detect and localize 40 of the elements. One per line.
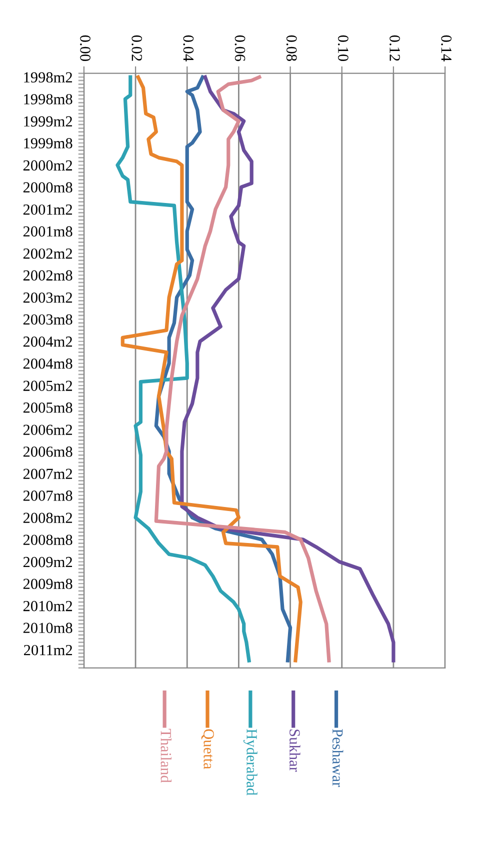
y-tick-label: 2010m2	[23, 600, 72, 612]
text: Peshawar	[332, 729, 344, 787]
x-tick-label: 0.00	[80, 35, 90, 61]
y-tick-label: 2005m8	[23, 402, 72, 413]
x-tick-label: 0.10	[338, 35, 348, 61]
y-tick-label: 2005m2	[23, 380, 72, 391]
y-tick-label: 2003m8	[23, 314, 72, 325]
y-tick-label: 2001m8	[23, 226, 72, 237]
y-tick-label: 2004m8	[23, 358, 72, 369]
y-tick-label: 2008m2	[23, 512, 72, 524]
text: Hyderabad	[243, 729, 258, 796]
y-tick-label: 2004m2	[23, 336, 72, 347]
y-tick-label: 2002m8	[23, 270, 72, 281]
x-tick-label: 0.08	[286, 35, 297, 61]
x-tick-label: 0.06	[234, 35, 246, 62]
y-tick-label: 2002m2	[23, 248, 72, 259]
y-tick-label: 2000m8	[23, 182, 72, 193]
y-tick-label: 2009m2	[23, 556, 72, 568]
y-tick-label: 2010m8	[23, 622, 72, 634]
y-tick-label: 2001m2	[23, 204, 72, 215]
y-tick-label: 2009m8	[23, 578, 72, 590]
x-tick-label: 0.02	[132, 35, 142, 61]
y-tick-label: 2007m2	[23, 468, 72, 480]
y-tick-label: 2006m2	[23, 424, 72, 436]
x-tick-label: 0.04	[183, 35, 194, 62]
text: Quetta	[201, 729, 214, 770]
y-tick-label: 2000m2	[23, 160, 72, 171]
x-tick-label: 0.12	[390, 35, 400, 61]
y-tick-label: 2003m2	[23, 292, 72, 303]
y-tick-label: 1999m8	[24, 138, 72, 148]
y-tick-label: 2006m8	[23, 446, 72, 457]
y-tick-label: 2007m8	[23, 490, 72, 501]
text: Sukhar	[290, 730, 300, 772]
y-tick-label: 1998m2	[24, 72, 72, 83]
x-tick-label: 0.14	[441, 35, 452, 62]
y-tick-label: 1999m2	[24, 116, 72, 127]
y-tick-label: 2008m8	[23, 534, 72, 546]
y-tick-label: 2011m2	[24, 644, 72, 656]
y-tick-label: 1998m8	[24, 94, 72, 104]
text: Thailand	[160, 728, 172, 783]
